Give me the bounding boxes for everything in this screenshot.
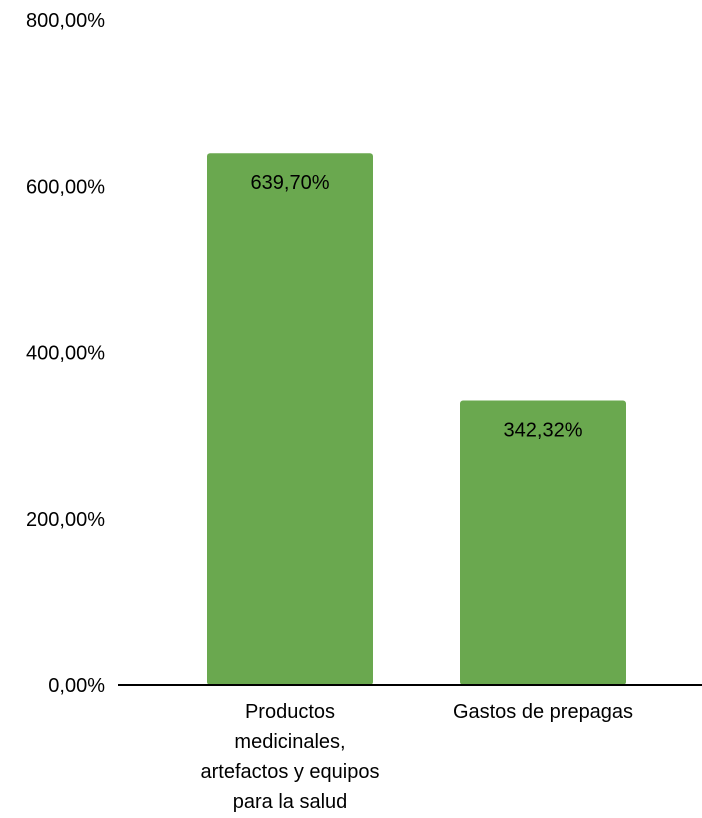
bar-data-label: 342,32%	[504, 419, 583, 441]
x-category-label-line: medicinales,	[234, 731, 345, 753]
x-category-label: Gastos de prepagas	[453, 701, 633, 723]
bar-data-label: 639,70%	[251, 172, 330, 194]
category-labels: Productos medicinales, artefactos y equipo…	[201, 701, 634, 813]
bar	[207, 153, 373, 685]
bar	[460, 400, 626, 685]
x-category-label: Productos medicinales, artefactos y equipo…	[201, 701, 380, 813]
x-category-label-line: artefactos y equipos	[201, 761, 380, 783]
y-tick-label: 600,00%	[26, 176, 105, 198]
y-tick-label: 0,00%	[48, 675, 105, 697]
x-category-label-line: Productos	[245, 701, 335, 723]
y-tick-label: 800,00%	[26, 10, 105, 32]
x-category-label-line: Gastos de prepagas	[453, 701, 633, 723]
x-category-label-line: para la salud	[233, 791, 348, 813]
y-axis-tick-labels: 0,00% 200,00% 400,00% 600,00% 800,00%	[26, 10, 105, 697]
bars	[207, 153, 626, 685]
data-labels: 639,70% 342,32%	[251, 172, 583, 441]
y-tick-label: 400,00%	[26, 343, 105, 365]
y-tick-label: 200,00%	[26, 509, 105, 531]
